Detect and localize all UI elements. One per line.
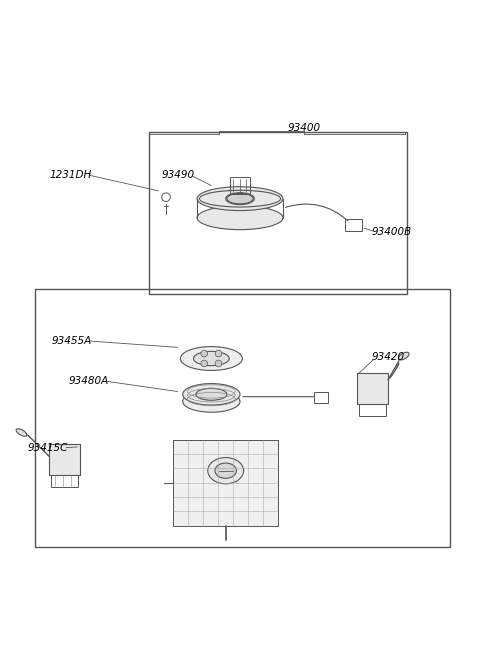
Bar — [230, 177, 250, 194]
Text: 93400: 93400 — [288, 123, 321, 133]
Circle shape — [215, 360, 222, 367]
Ellipse shape — [197, 206, 283, 230]
Circle shape — [215, 350, 222, 357]
Ellipse shape — [183, 384, 240, 405]
Bar — [51, 476, 78, 487]
Ellipse shape — [16, 429, 27, 436]
Ellipse shape — [183, 391, 240, 412]
Bar — [49, 445, 80, 476]
Bar — [360, 404, 385, 416]
Text: 93490: 93490 — [162, 170, 195, 179]
Bar — [314, 392, 328, 403]
Text: 93415C: 93415C — [28, 443, 68, 453]
Text: 93480A: 93480A — [69, 376, 109, 386]
Circle shape — [201, 350, 207, 357]
Circle shape — [201, 360, 207, 367]
Bar — [149, 132, 407, 294]
Ellipse shape — [208, 458, 243, 484]
Ellipse shape — [193, 351, 229, 365]
Text: 93400B: 93400B — [371, 227, 411, 237]
Bar — [35, 290, 450, 547]
Ellipse shape — [226, 193, 254, 204]
Ellipse shape — [215, 463, 237, 478]
Text: 93455A: 93455A — [52, 336, 92, 346]
Ellipse shape — [180, 346, 242, 371]
Ellipse shape — [196, 388, 227, 400]
Text: 1231DH: 1231DH — [50, 170, 92, 179]
Bar — [173, 440, 278, 525]
Ellipse shape — [197, 187, 283, 210]
Bar — [357, 373, 388, 404]
Ellipse shape — [398, 352, 409, 360]
Text: 93420: 93420 — [371, 352, 404, 362]
Bar — [345, 219, 362, 231]
